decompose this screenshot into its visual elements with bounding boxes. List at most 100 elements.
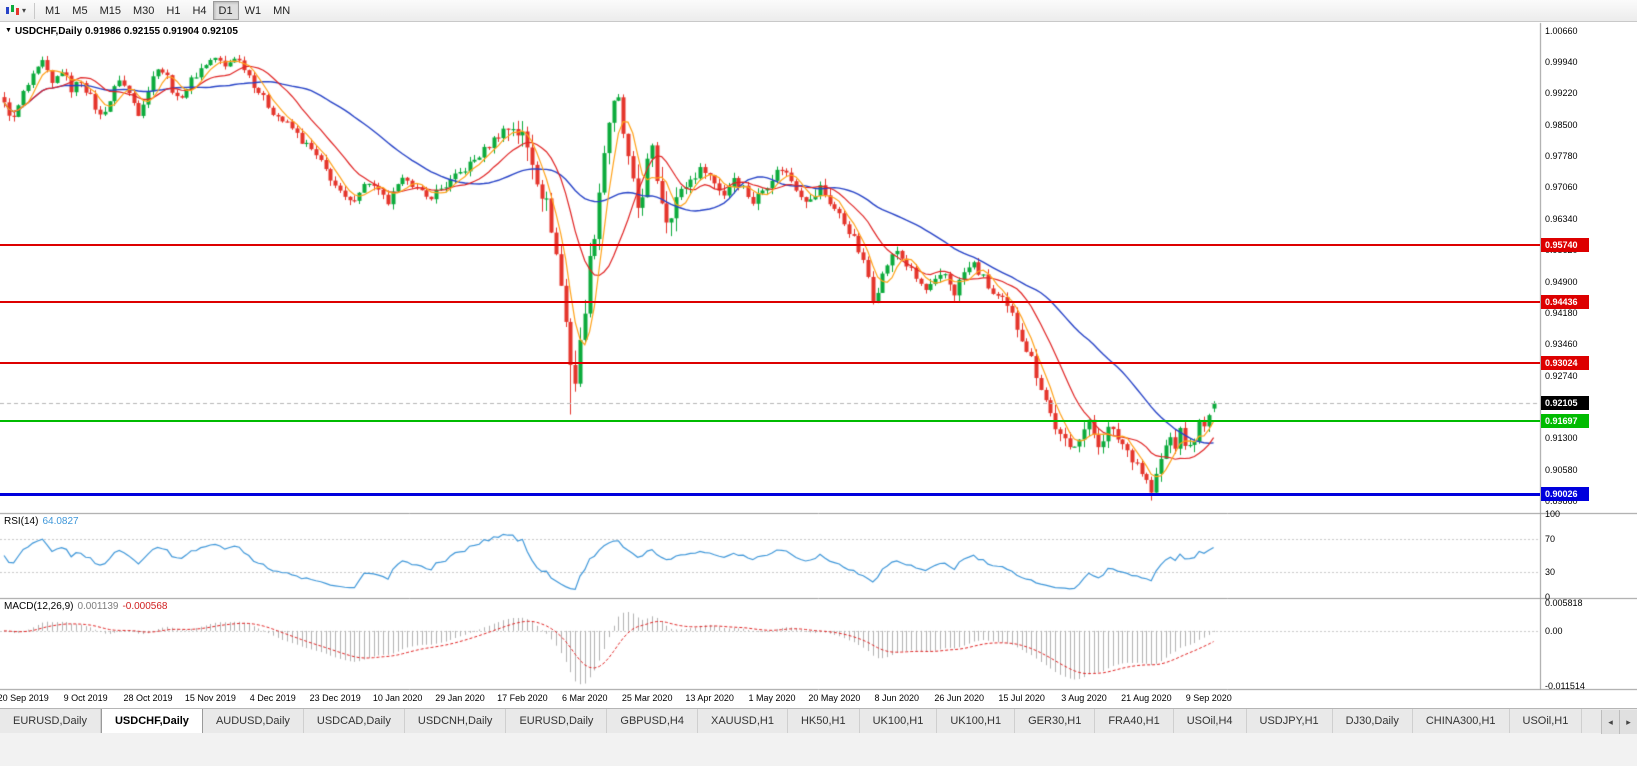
chart-tab[interactable]: USOil,H1 <box>1509 709 1583 733</box>
price-axis-label: 1.00660 <box>1545 25 1578 36</box>
chart-tab-label: EURUSD,Daily <box>519 715 594 727</box>
timeframe-button[interactable]: M1 <box>39 1 66 20</box>
window-footer <box>0 733 1637 766</box>
price-axis-label: 0.92740 <box>1545 370 1578 381</box>
chart-tab[interactable]: USOil,H4 <box>1173 709 1247 733</box>
chart-tab-label: DJ30,Daily <box>1345 715 1399 727</box>
chevron-down-icon: ▾ <box>22 6 27 15</box>
timeframe-button[interactable]: MN <box>267 1 296 20</box>
price-axis-label: 0.96340 <box>1545 213 1578 224</box>
chart-tab-label: USOil,H4 <box>1186 715 1233 727</box>
chart-tabs: EURUSD,Daily USDCHF,Daily AUDUSD,Daily USDC… <box>0 709 1599 733</box>
price-axis-label: 0.97780 <box>1545 151 1578 162</box>
chart-tab[interactable]: AUDUSD,Daily <box>202 709 304 733</box>
chart-tab[interactable]: USDCAD,Daily <box>303 709 405 733</box>
timeframe-button[interactable]: M5 <box>66 1 93 20</box>
timeframe-button[interactable]: M15 <box>94 1 127 20</box>
macd-signal-value: -0.000568 <box>122 601 168 612</box>
date-axis-label: 26 Jun 2020 <box>934 693 984 703</box>
chart-tab-label: AUDUSD,Daily <box>215 715 290 727</box>
chart-tab[interactable]: USDCHF,Daily <box>100 709 203 733</box>
timeframe-button[interactable]: D1 <box>212 1 239 20</box>
price-axis-label: 0.93460 <box>1545 339 1578 350</box>
rsi-axis-label: 100 <box>1545 509 1561 519</box>
chart-tab[interactable]: XAUUSD,H1 <box>697 709 788 733</box>
chart-tab[interactable]: USDJPY,H1 <box>1246 709 1333 733</box>
chart-tab-label: USOil,H1 <box>1522 715 1569 727</box>
date-axis-label: 15 Nov 2019 <box>184 693 236 703</box>
chart-tab[interactable]: UK100,H1 <box>937 709 1016 733</box>
date-axis-label: 9 Oct 2019 <box>63 693 108 703</box>
price-axis-label: 0.94180 <box>1545 307 1578 318</box>
date-axis-label: 28 Oct 2019 <box>123 693 173 703</box>
macd-axis-label: 0.005818 <box>1545 598 1583 608</box>
tab-scroll-left-button[interactable]: ◂ <box>1601 710 1619 734</box>
chart-tab[interactable]: EURUSD,Daily <box>506 709 608 733</box>
date-axis-label: 15 Jul 2020 <box>998 693 1045 703</box>
macd-main-value: 0.001139 <box>77 601 119 612</box>
chart-periods-menu-button[interactable]: ▾ <box>0 1 30 21</box>
timeframe-button[interactable]: W1 <box>239 1 268 20</box>
date-axis-label: 20 May 2020 <box>808 693 861 703</box>
chart-tab-label: USDCAD,Daily <box>316 715 391 727</box>
macd-indicator-label: MACD(12,26,9) 0.001139 -0.000568 <box>4 601 167 612</box>
horizontal-level-line[interactable] <box>0 420 1540 423</box>
chart-tab[interactable]: GBPUSD,H4 <box>607 709 698 733</box>
price-level-badge: 0.95740 <box>1541 238 1589 252</box>
date-axis-label: 9 Sep 2020 <box>1185 693 1232 703</box>
chart-tab[interactable]: GER30,H1 <box>1015 709 1096 733</box>
date-axis-label: 8 Jun 2020 <box>874 693 920 703</box>
price-axis-label: 0.94900 <box>1545 276 1578 287</box>
chart-tab[interactable]: UK100,H1 <box>859 709 938 733</box>
toolbar-separator <box>34 2 36 19</box>
chart-tab-label: EURUSD,Daily <box>13 715 87 727</box>
price-axis-label: 0.99220 <box>1545 88 1578 99</box>
date-axis-label: 1 May 2020 <box>748 693 796 703</box>
chart-tab-label: HK50,H1 <box>800 715 846 727</box>
candlestick-chart-icon <box>6 5 19 15</box>
horizontal-level-line[interactable] <box>0 300 1540 303</box>
chart-tab[interactable]: FRA40,H1 <box>1095 709 1174 733</box>
price-level-badge: 0.90026 <box>1541 487 1589 501</box>
chart-tab-label: GBPUSD,H4 <box>620 715 684 727</box>
date-axis-label: 6 Mar 2020 <box>562 693 608 703</box>
macd-axis-label: 0.00 <box>1545 625 1563 636</box>
date-axis-label: 13 Apr 2020 <box>685 693 734 703</box>
chart-tab-label: XAUUSD,H1 <box>710 715 774 727</box>
chart-tab[interactable]: HK50,H1 <box>787 709 860 733</box>
chart-tab[interactable]: CHINA300,H1 <box>1412 709 1510 733</box>
price-axis-label: 0.99940 <box>1545 56 1578 67</box>
date-axis-label: 23 Dec 2019 <box>309 693 361 703</box>
rsi-axis-label: 30 <box>1545 567 1556 578</box>
rsi-axis-label: 0 <box>1545 592 1551 602</box>
tab-scroll-right-button[interactable]: ▸ <box>1619 710 1637 734</box>
rsi-value: 64.0827 <box>42 516 79 527</box>
price-axis-label: 0.91300 <box>1545 433 1578 444</box>
timeframe-button[interactable]: M30 <box>127 1 160 20</box>
chart-tab[interactable]: USDCNH,Daily <box>404 709 507 733</box>
chart-tab-label: UK100,H1 <box>950 715 1002 727</box>
price-level-badge: 0.93024 <box>1541 356 1589 371</box>
horizontal-level-line[interactable] <box>0 244 1540 246</box>
chart-shift-icon: ▼ <box>5 27 12 34</box>
date-axis-label: 4 Dec 2019 <box>249 693 296 703</box>
price-axis-label: 0.98500 <box>1545 119 1578 130</box>
timeframe-button[interactable]: H4 <box>186 1 212 20</box>
chart-tab[interactable]: EURUSD,Daily <box>0 709 101 733</box>
price-axis-label: 0.90580 <box>1545 464 1578 475</box>
horizontal-level-line[interactable] <box>0 492 1540 496</box>
timeframe-button[interactable]: H1 <box>160 1 186 20</box>
date-axis-label: 29 Jan 2020 <box>435 693 485 703</box>
chart-tab[interactable]: DJ30,Daily <box>1332 709 1413 733</box>
horizontal-level-line[interactable] <box>0 362 1540 365</box>
date-axis-label: 25 Mar 2020 <box>621 693 673 703</box>
rsi-indicator-label: RSI(14) 64.0827 <box>4 516 79 527</box>
chart-tab-label: GER30,H1 <box>1028 715 1082 727</box>
chart-tab-label: CHINA300,H1 <box>1425 715 1496 727</box>
chart-tab-label: FRA40,H1 <box>1108 715 1160 727</box>
chart-tab-label: USDJPY,H1 <box>1259 715 1319 727</box>
date-axis-label: 10 Jan 2020 <box>372 693 423 703</box>
rsi-axis-label: 70 <box>1545 533 1556 544</box>
price-level-badge: 0.94436 <box>1541 294 1589 309</box>
